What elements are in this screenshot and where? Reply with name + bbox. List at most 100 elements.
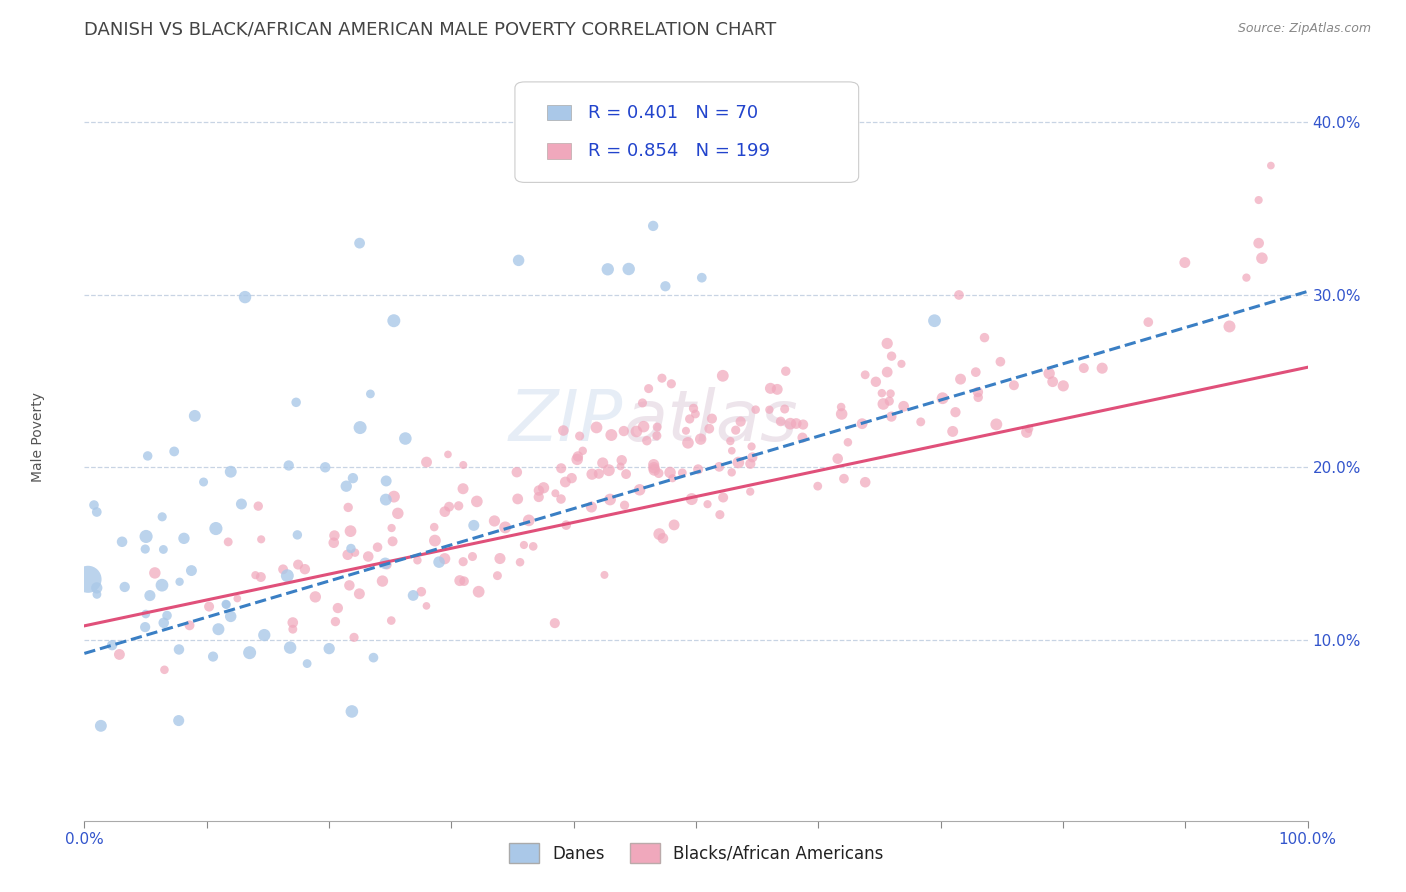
- Point: [700, 411, 723, 425]
- Point: [134, 620, 156, 634]
- Point: [741, 450, 763, 465]
- Point: [876, 336, 898, 351]
- Point: [77, 572, 100, 586]
- Point: [659, 466, 682, 480]
- Point: [233, 290, 256, 304]
- Point: [581, 467, 603, 482]
- Point: [219, 609, 242, 624]
- Point: [679, 412, 702, 426]
- Point: [231, 497, 253, 511]
- Point: [659, 376, 682, 391]
- Point: [600, 428, 623, 442]
- Point: [287, 558, 309, 572]
- Point: [349, 420, 371, 434]
- Point: [152, 615, 174, 630]
- Point: [343, 631, 366, 645]
- Point: [1015, 425, 1038, 440]
- Point: [363, 650, 385, 665]
- Point: [83, 498, 105, 512]
- Point: [628, 483, 651, 497]
- Point: [139, 589, 162, 603]
- Point: [592, 456, 614, 470]
- Point: [598, 463, 620, 477]
- Point: [340, 705, 363, 719]
- Point: [1073, 361, 1095, 376]
- Point: [451, 555, 474, 569]
- Point: [613, 424, 636, 438]
- Point: [1018, 422, 1040, 436]
- Point: [1052, 379, 1074, 393]
- Point: [759, 381, 782, 395]
- Text: Source: ZipAtlas.com: Source: ZipAtlas.com: [1237, 22, 1371, 36]
- Point: [527, 483, 550, 498]
- Point: [250, 533, 273, 547]
- Point: [1042, 375, 1064, 389]
- Point: [633, 419, 655, 434]
- Point: [792, 431, 814, 445]
- Point: [219, 465, 242, 479]
- Point: [1002, 378, 1025, 392]
- Point: [253, 628, 276, 642]
- Point: [381, 534, 404, 549]
- Point: [599, 492, 621, 507]
- Point: [277, 458, 299, 473]
- Point: [173, 532, 195, 546]
- Point: [335, 479, 357, 493]
- Point: [451, 458, 474, 472]
- Point: [339, 524, 361, 538]
- Point: [136, 449, 159, 463]
- Text: R = 0.854   N = 199: R = 0.854 N = 199: [588, 142, 770, 160]
- Point: [294, 562, 316, 576]
- Point: [108, 648, 131, 662]
- Point: [114, 580, 136, 594]
- Point: [180, 564, 202, 578]
- Point: [285, 528, 308, 542]
- Point: [207, 622, 229, 636]
- Point: [86, 581, 108, 595]
- Point: [323, 528, 346, 542]
- Point: [513, 538, 536, 552]
- Point: [1137, 315, 1160, 329]
- Point: [322, 535, 344, 549]
- Point: [555, 518, 578, 533]
- Point: [709, 508, 731, 522]
- Bar: [547, 105, 571, 120]
- Point: [415, 455, 437, 469]
- Point: [239, 646, 262, 660]
- Point: [609, 459, 631, 474]
- Point: [295, 657, 318, 671]
- Point: [1260, 159, 1282, 173]
- Point: [973, 331, 995, 345]
- Point: [879, 386, 901, 401]
- Point: [643, 219, 665, 233]
- Point: [593, 568, 616, 582]
- Point: [202, 649, 225, 664]
- Point: [727, 456, 749, 470]
- Point: [281, 622, 304, 636]
- Point: [411, 584, 433, 599]
- Point: [135, 529, 157, 543]
- Point: [343, 546, 366, 560]
- Point: [792, 417, 814, 432]
- Point: [681, 492, 703, 507]
- Point: [696, 497, 718, 511]
- Point: [890, 357, 912, 371]
- Point: [101, 638, 124, 652]
- Point: [382, 490, 405, 504]
- Point: [853, 475, 876, 490]
- Point: [613, 498, 636, 512]
- Point: [402, 589, 425, 603]
- Point: [486, 568, 509, 582]
- Point: [690, 270, 713, 285]
- Point: [153, 663, 176, 677]
- Point: [568, 429, 591, 443]
- Point: [179, 618, 201, 632]
- Point: [832, 472, 855, 486]
- Point: [675, 424, 697, 438]
- Text: Male Poverty: Male Poverty: [31, 392, 45, 482]
- Point: [278, 640, 301, 655]
- Point: [198, 599, 221, 614]
- Point: [517, 513, 540, 527]
- Point: [508, 253, 530, 268]
- Point: [775, 364, 797, 378]
